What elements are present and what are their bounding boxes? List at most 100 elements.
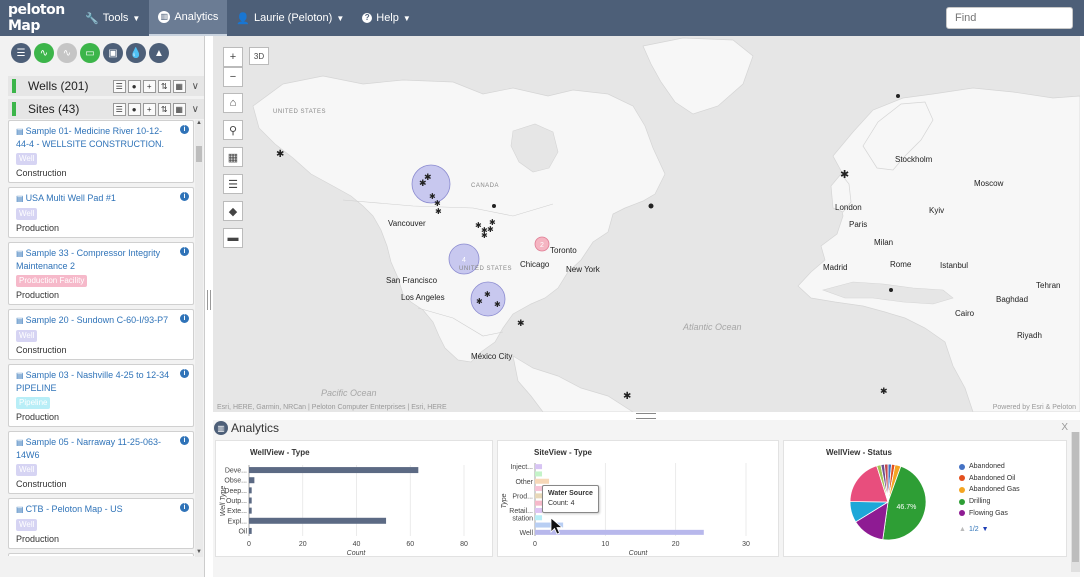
siteview-type-chart-panel: SiteView - Type 0 10 20 30 Inject... Other Pro…: [497, 440, 779, 557]
site-card[interactable]: ▤ Sample 20 - Sundown C-60-I/93-P7 i Well Co…: [8, 309, 194, 360]
info-icon[interactable]: i: [180, 192, 189, 201]
view-3d-button[interactable]: 3D: [249, 47, 269, 65]
map-view[interactable]: 2 4 ✱ ✱ ✱ ✱ ✱ ✱ ✱ ✱ ✱ ✱ ✱ ✱ ✱ ✱ ✱ ✱ ✱ ✱: [213, 36, 1080, 412]
info-icon[interactable]: i: [180, 436, 189, 445]
legend-label: Abandoned: [969, 463, 1005, 471]
site-type-icon: ▤: [16, 438, 24, 447]
site-card-title[interactable]: ▤ CTB - Peloton Map - US: [16, 503, 187, 516]
well-markers: ✱ ✱ ✱ ✱ ✱ ✱ ✱ ✱ ✱ ✱ ✱ ✱ ✱ ✱ ✱ ✱ ✱ ✱: [276, 94, 900, 402]
layers-icon[interactable]: ☰: [112, 102, 126, 116]
legend-item[interactable]: Abandoned: [959, 461, 1020, 473]
facility-category-icon[interactable]: ▭: [80, 43, 100, 63]
legend-item[interactable]: Abandoned Gas: [959, 484, 1020, 496]
sort-icon[interactable]: ⇅: [157, 102, 171, 116]
search-icon[interactable]: ⚲: [223, 120, 243, 140]
site-card-title[interactable]: ▤ Sample 05 - Narraway 11-25-063-14W6: [16, 436, 187, 461]
scroll-down-icon[interactable]: ▼: [196, 549, 202, 555]
site-card-title[interactable]: ▤ Sample 33 - Compressor Integrity Mainte…: [16, 247, 187, 272]
nav-help[interactable]: ? Help ▼: [353, 0, 420, 36]
bar: [535, 515, 543, 521]
info-icon[interactable]: i: [180, 314, 189, 323]
list-icon[interactable]: ☰: [223, 174, 243, 194]
globe-icon[interactable]: ●: [127, 79, 141, 93]
table-icon[interactable]: ▦: [172, 79, 186, 93]
plus-icon[interactable]: +: [142, 79, 156, 93]
legend-item[interactable]: Drilling: [959, 496, 1020, 508]
rig-category-icon[interactable]: ▲: [149, 43, 169, 63]
map-attribution[interactable]: Esri, HERE, Garmin, NRCan | Peloton Comp…: [217, 404, 447, 411]
map-label: Stockholm: [895, 155, 933, 164]
zoom-out-button[interactable]: −: [223, 67, 243, 87]
site-card[interactable]: ▤ CTB - Peloton Map - US i Well Production: [8, 498, 194, 549]
table-icon[interactable]: ▦: [172, 102, 186, 116]
svg-text:✱: ✱: [434, 199, 441, 208]
info-icon[interactable]: i: [180, 369, 189, 378]
scroll-thumb[interactable]: [196, 146, 202, 162]
legend-item[interactable]: Flowing Gas: [959, 507, 1020, 519]
card-list-scrollbar[interactable]: ▲ ▼: [195, 120, 203, 557]
pipeline-category-icon[interactable]: ∿: [34, 43, 54, 63]
svg-text:✱: ✱: [484, 290, 491, 299]
wellbore-category-icon[interactable]: ∿: [57, 43, 77, 63]
close-icon[interactable]: X: [1061, 422, 1068, 433]
layer-row-wells[interactable]: Wells (201) ☰ ● + ⇅ ▦ ∨: [8, 76, 204, 96]
info-icon[interactable]: i: [180, 125, 189, 134]
site-card-title[interactable]: ▤ Sample 03 - Nashville 4-25 to 12-34 PIP…: [16, 369, 187, 394]
directions-icon[interactable]: ◆: [223, 201, 243, 221]
map-label: México City: [471, 352, 513, 361]
eurasia-landmass: [797, 87, 1080, 412]
nav-analytics[interactable]: ▥ Analytics: [149, 0, 228, 36]
map-label: Baghdad: [996, 295, 1029, 304]
sort-icon[interactable]: ⇅: [157, 79, 171, 93]
info-icon[interactable]: i: [180, 503, 189, 512]
chevron-down-icon[interactable]: ∨: [191, 103, 199, 115]
globe-icon[interactable]: ●: [127, 102, 141, 116]
scroll-up-icon[interactable]: ▲: [196, 120, 202, 126]
map-label: Paris: [849, 220, 868, 229]
site-card[interactable]: ▤Multi Well Pad #2iWell: [8, 553, 194, 556]
site-card-title[interactable]: ▤ USA Multi Well Pad #1: [16, 192, 187, 205]
analytics-scrollbar[interactable]: [1071, 432, 1080, 572]
nav-tools[interactable]: 🔧 Tools ▼: [76, 0, 149, 36]
legend-prev-icon[interactable]: ▲: [959, 525, 966, 533]
map-label: Atlantic Ocean: [683, 322, 742, 332]
site-card[interactable]: ▤ Sample 01- Medicine River 10-12-44-4 - …: [8, 120, 194, 183]
svg-text:✱: ✱: [424, 172, 432, 182]
wellview-status-pie-chart[interactable]: 46.7%: [784, 441, 954, 558]
app-logo[interactable]: peloton Map: [8, 2, 65, 34]
search-input[interactable]: [946, 7, 1073, 29]
site-card[interactable]: ▤ Sample 03 - Nashville 4-25 to 12-34 PIP…: [8, 364, 194, 427]
site-card-status: Construction: [16, 168, 67, 178]
map-label: Tehran: [1036, 281, 1061, 290]
nav-user[interactable]: 👤 Laurie (Peloton) ▼: [227, 0, 353, 36]
scroll-thumb[interactable]: [1072, 432, 1079, 562]
layers-icon[interactable]: ☰: [112, 79, 126, 93]
tank-category-icon[interactable]: ▣: [103, 43, 123, 63]
x-tick-label: 80: [460, 541, 468, 548]
legend-next-icon[interactable]: ▼: [981, 525, 989, 533]
map-analytics-resize-handle[interactable]: [636, 413, 656, 419]
map-label: Madrid: [823, 263, 848, 272]
site-type-icon: ▤: [16, 194, 24, 203]
panel-resize-handle[interactable]: [207, 290, 211, 310]
wellview-type-chart[interactable]: 0 20 40 60 80 Deve... Obse... Deep... Outp... Ext…: [216, 441, 494, 558]
site-card[interactable]: ▤ Sample 33 - Compressor Integrity Mainte…: [8, 242, 194, 305]
layer-row-sites[interactable]: Sites (43) ☰ ● + ⇅ ▦ ∨: [8, 99, 204, 119]
water-category-icon[interactable]: 💧: [126, 43, 146, 63]
home-icon[interactable]: ⌂: [223, 93, 243, 113]
site-card-title[interactable]: ▤ Sample 01- Medicine River 10-12-44-4 - …: [16, 125, 187, 150]
info-icon[interactable]: i: [180, 247, 189, 256]
site-card[interactable]: ▤ Sample 05 - Narraway 11-25-063-14W6 i Wel…: [8, 431, 194, 494]
legend-item[interactable]: Abandoned Oil: [959, 473, 1020, 485]
layers-category-icon[interactable]: ☰: [11, 43, 31, 63]
siteview-type-chart[interactable]: 0 10 20 30 Inject... Other Prod... Retail...sta…: [498, 441, 780, 558]
chevron-down-icon[interactable]: ∨: [191, 80, 199, 92]
site-card-title[interactable]: ▤ Sample 20 - Sundown C-60-I/93-P7: [16, 314, 187, 327]
map-label: Rome: [890, 260, 912, 269]
measure-icon[interactable]: ▬: [223, 228, 243, 248]
site-card-status: Production: [16, 534, 60, 544]
zoom-in-button[interactable]: +: [223, 47, 243, 67]
site-card[interactable]: ▤ USA Multi Well Pad #1 i Well Production: [8, 187, 194, 238]
plus-icon[interactable]: +: [142, 102, 156, 116]
basemap-gallery-icon[interactable]: ▦: [223, 147, 243, 167]
